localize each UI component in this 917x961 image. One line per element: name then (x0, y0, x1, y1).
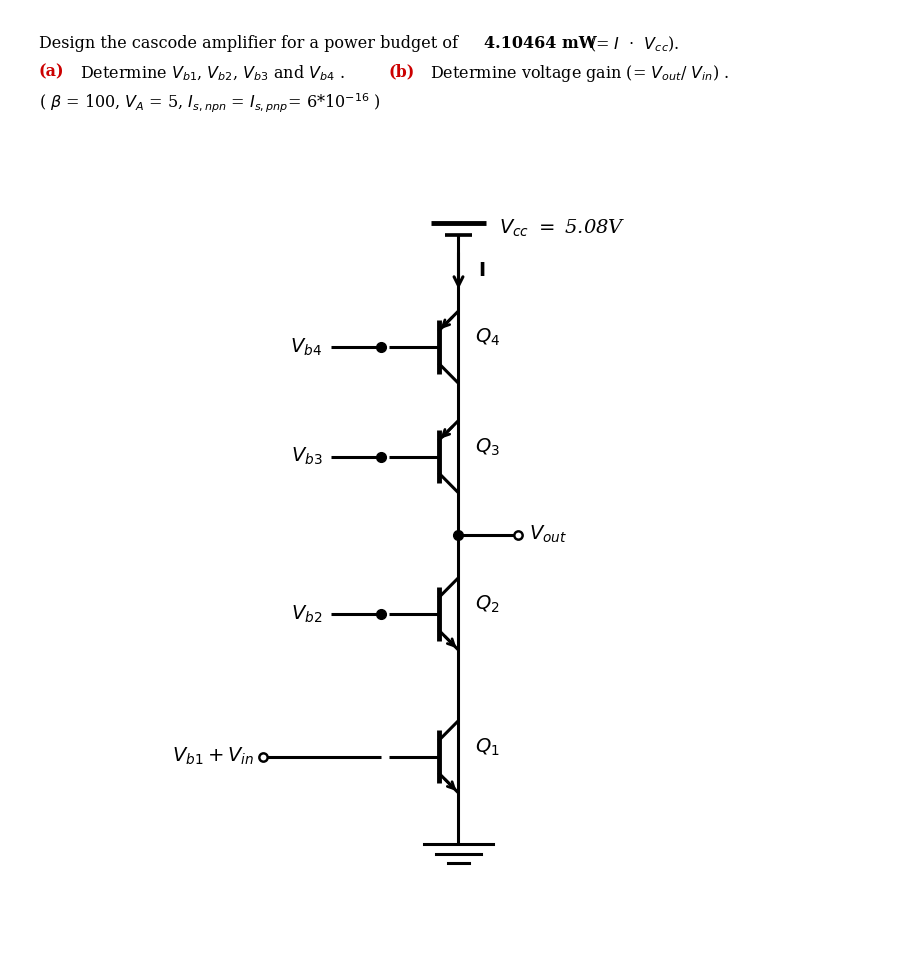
Text: $V_{b1} + V_{in}$: $V_{b1} + V_{in}$ (172, 746, 254, 768)
Text: 4.10464 mW: 4.10464 mW (484, 35, 597, 52)
Text: Design the cascode amplifier for a power budget of: Design the cascode amplifier for a power… (39, 35, 463, 52)
Text: ( $\beta$ = 100, $V_A$ = 5, $I_{s,npn}$ = $I_{s,pnp}$= 6*10$^{-16}$ ): ( $\beta$ = 100, $V_A$ = 5, $I_{s,npn}$ … (39, 92, 381, 115)
Text: Determine voltage gain (= $V_{out}$/ $V_{in}$) .: Determine voltage gain (= $V_{out}$/ $V_… (425, 63, 729, 85)
Text: $\mathbf{I}$: $\mathbf{I}$ (479, 262, 486, 280)
Text: $Q_2$: $Q_2$ (475, 594, 500, 615)
Text: $Q_4$: $Q_4$ (475, 327, 500, 348)
Text: $V_{cc}$$\ =\ $5.08V: $V_{cc}$$\ =\ $5.08V (500, 217, 626, 238)
Text: Determine $V_{b1}$, $V_{b2}$, $V_{b3}$ and $V_{b4}$ .: Determine $V_{b1}$, $V_{b2}$, $V_{b3}$ a… (75, 63, 345, 83)
Text: $V_{b4}$: $V_{b4}$ (291, 336, 322, 357)
Text: (a): (a) (39, 63, 64, 80)
Text: $V_{out}$: $V_{out}$ (529, 524, 568, 546)
Text: (= $I$  $\cdot$  $V_{cc}$).: (= $I$ $\cdot$ $V_{cc}$). (584, 35, 679, 54)
Text: $Q_1$: $Q_1$ (475, 736, 500, 758)
Text: $Q_3$: $Q_3$ (475, 436, 500, 457)
Text: (b): (b) (389, 63, 414, 80)
Text: $V_{b3}$: $V_{b3}$ (291, 446, 322, 467)
Text: $V_{b2}$: $V_{b2}$ (291, 604, 322, 625)
